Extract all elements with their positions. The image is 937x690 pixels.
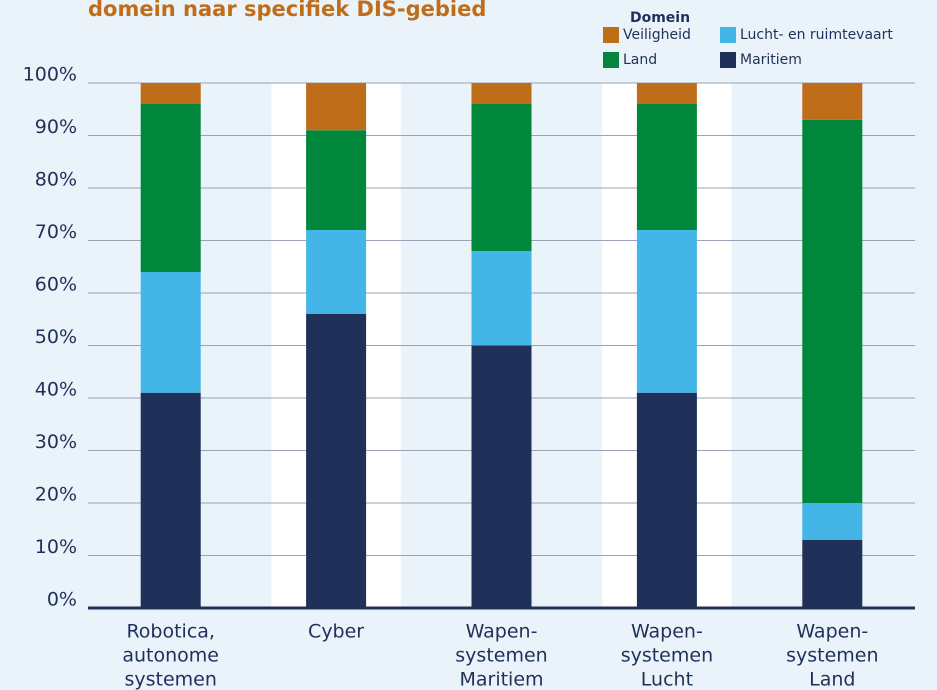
- legend-label: Maritiem: [740, 52, 802, 68]
- y-tick-label: 90%: [35, 116, 77, 138]
- x-tick-label: systemen: [621, 645, 713, 667]
- x-tick-label: Wapen-: [796, 621, 868, 643]
- bar-segment: [140, 272, 201, 393]
- y-tick-label: 100%: [23, 64, 77, 86]
- x-tick-label: systemen: [786, 645, 878, 667]
- y-tick-label: 40%: [35, 379, 77, 401]
- x-tick-label: Land: [809, 669, 855, 690]
- legend-label: Lucht- en ruimtevaart: [740, 27, 893, 43]
- y-tick-label: 60%: [35, 274, 77, 296]
- bar-segment: [471, 83, 532, 104]
- y-tick-label: 20%: [35, 484, 77, 506]
- bar-segment: [636, 392, 697, 608]
- legend-swatch: [720, 52, 736, 68]
- x-tick-label: systemen: [124, 669, 216, 690]
- bar-segment: [636, 230, 697, 393]
- bar-segment: [140, 104, 201, 272]
- bar-segment: [471, 345, 532, 608]
- bar-segment: [306, 314, 367, 608]
- y-tick-label: 30%: [35, 431, 77, 453]
- bar-segment: [140, 392, 201, 608]
- bar-segment: [471, 104, 532, 251]
- x-tick-label: Wapen-: [631, 621, 703, 643]
- legend-swatch: [603, 52, 619, 68]
- y-tick-label: 70%: [35, 221, 77, 243]
- y-tick-label: 80%: [35, 169, 77, 191]
- bar-segment: [636, 104, 697, 230]
- y-tick-label: 10%: [35, 536, 77, 558]
- chart-title: domein naar specifiek DIS-gebied: [88, 0, 486, 21]
- bar-segment: [306, 230, 367, 314]
- bar-segment: [140, 83, 201, 104]
- bar-segment: [306, 130, 367, 230]
- y-tick-label: 0%: [47, 589, 77, 611]
- legend-swatch: [720, 27, 736, 43]
- bar-segment: [636, 83, 697, 104]
- bar-segment: [802, 119, 863, 503]
- bar-segment: [306, 83, 367, 131]
- legend-title: Domein: [630, 10, 690, 26]
- x-tick-label: Maritiem: [459, 669, 543, 690]
- x-tick-label: Robotica,: [126, 621, 215, 643]
- x-tick-label: Wapen-: [466, 621, 538, 643]
- x-tick-label: systemen: [455, 645, 547, 667]
- bar-segment: [802, 503, 863, 540]
- legend-swatch: [603, 27, 619, 43]
- legend-label: Veiligheid: [623, 27, 691, 43]
- bar-segment: [802, 83, 863, 120]
- bar-segment: [802, 539, 863, 608]
- legend-label: Land: [623, 52, 657, 68]
- x-tick-label: autonome: [122, 645, 219, 667]
- y-tick-label: 50%: [35, 326, 77, 348]
- x-tick-label: Cyber: [308, 621, 364, 643]
- bar-segment: [471, 251, 532, 346]
- x-tick-label: Lucht: [641, 669, 693, 690]
